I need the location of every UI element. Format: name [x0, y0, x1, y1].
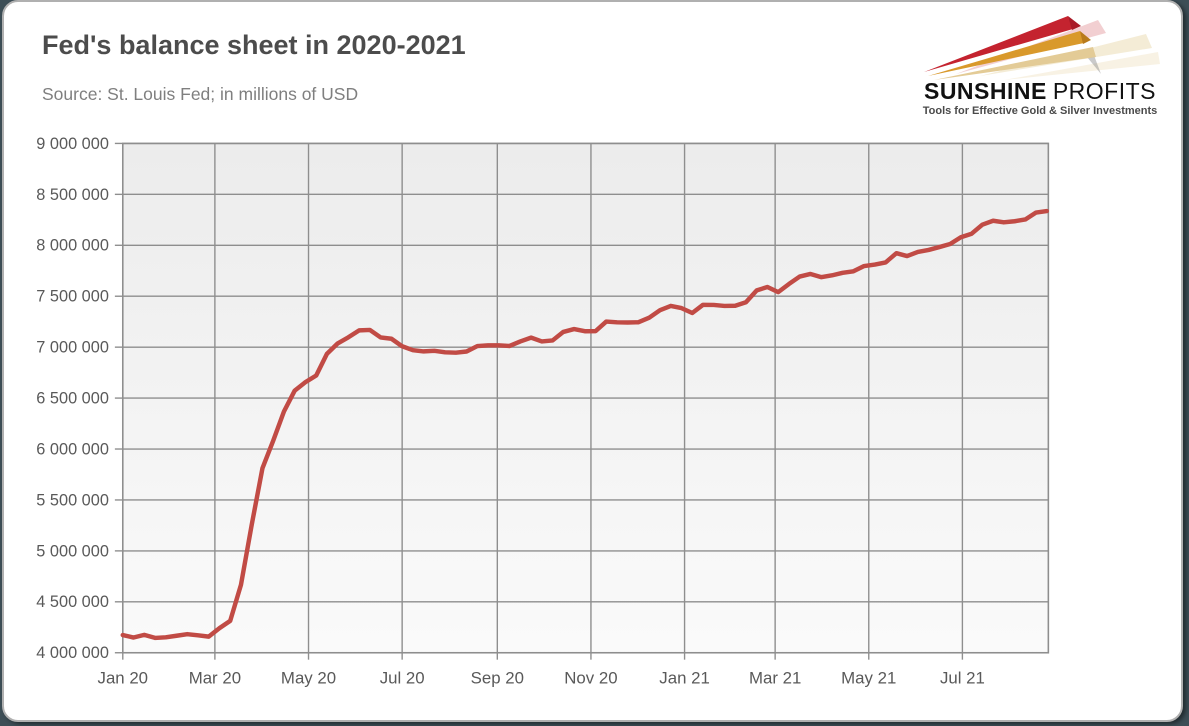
logo-arrow-tan [934, 47, 1096, 80]
y-axis-tick-label: 5 500 000 [36, 491, 109, 509]
logo-arrow-tan-echo2 [1004, 52, 1160, 80]
x-axis-tick-label: May 21 [841, 668, 896, 687]
x-axis-tick-label: Mar 20 [189, 668, 241, 687]
logo-brand-primary: SUNSHINE [923, 78, 1047, 104]
logo-arrow-gold-tip [1080, 31, 1091, 44]
y-axis-tick-label: 7 500 000 [36, 288, 109, 306]
x-axis-tick-label: May 20 [281, 668, 336, 687]
logo-brand-secondary: PROFITS [1052, 78, 1157, 104]
y-axis-tick-label: 4 500 000 [36, 593, 109, 611]
line-chart: 4 000 000 4 500 000 5 000 000 5 500 000 6 00… [36, 135, 1050, 687]
x-axis-tick-label: Sep 20 [471, 668, 524, 687]
logo-arrow-gold [928, 31, 1084, 76]
sunshine-profits-logo: SUNSHINE PROFITS Tools for Effective Gold… [915, 10, 1165, 122]
x-axis-tick-label: Jan 20 [98, 668, 149, 687]
y-axis-tick-label: 6 500 000 [36, 390, 109, 408]
x-axis-tick-label: Jul 20 [380, 668, 425, 687]
y-axis-tick-label: 8 000 000 [36, 237, 109, 255]
y-axis-tick-label: 9 000 000 [36, 135, 109, 153]
y-axis-tick-label: 4 000 000 [36, 644, 109, 662]
y-axis-tick-label: 7 000 000 [36, 339, 109, 357]
logo-arrow-red [924, 16, 1073, 72]
logo-arrows-icon [924, 16, 1160, 80]
x-axis-tick-label: Mar 21 [749, 668, 801, 687]
page-title: Fed's balance sheet in 2020-2021 [42, 30, 466, 60]
y-axis-tick-label: 6 000 000 [36, 440, 109, 458]
logo-brand-text: SUNSHINE PROFITS [915, 80, 1165, 103]
logo-tagline: Tools for Effective Gold & Silver Invest… [922, 105, 1158, 117]
y-axis-tick-label: 8 500 000 [36, 186, 109, 204]
x-axis-tick-label: Jan 21 [659, 668, 710, 687]
x-axis-tick-label: Nov 20 [564, 668, 617, 687]
chart-source-subtitle: Source: St. Louis Fed; in millions of US… [42, 84, 359, 104]
logo-arrow-red-tip [1068, 16, 1081, 30]
x-axis-tick-label: Jul 21 [940, 668, 985, 687]
balance-sheet-line-series [120, 208, 1049, 641]
y-axis-tick-label: 5 000 000 [36, 542, 109, 560]
